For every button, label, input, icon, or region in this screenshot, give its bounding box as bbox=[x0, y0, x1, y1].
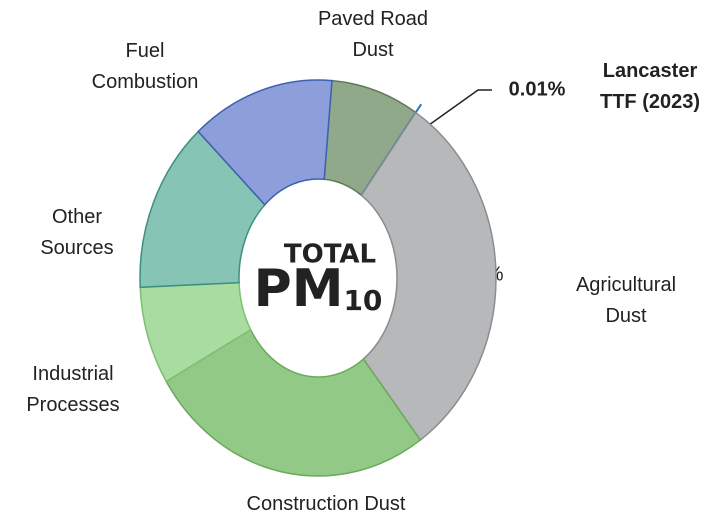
label-line: Combustion bbox=[92, 71, 199, 93]
label-line: Paved Road bbox=[318, 8, 428, 30]
slice bbox=[360, 111, 497, 442]
label-line: TTF (2023) bbox=[600, 91, 700, 113]
label-line: Agricultural bbox=[576, 274, 676, 296]
slice bbox=[165, 328, 422, 477]
center-pm-sub: 10 bbox=[343, 284, 382, 317]
label-line: Construction Dust bbox=[247, 493, 406, 515]
label-line: Processes bbox=[26, 394, 119, 416]
label-line: Dust bbox=[352, 39, 394, 61]
category-label: Construction Dust bbox=[247, 493, 406, 515]
label-line: Sources bbox=[40, 237, 113, 259]
category-label: Agricultural Dust bbox=[576, 274, 676, 327]
label-line: Industrial bbox=[32, 363, 113, 385]
category-label: Fuel Combustion bbox=[92, 40, 199, 93]
category-label: Lancaster TTF (2023) bbox=[600, 60, 700, 113]
category-label: Other Sources bbox=[40, 206, 113, 259]
center-title: TOTAL bbox=[284, 240, 376, 270]
center-pm-main: PM bbox=[254, 259, 344, 319]
slices bbox=[139, 79, 497, 477]
label-line: Other bbox=[52, 206, 102, 228]
label-line: Dust bbox=[605, 305, 647, 327]
category-label: Industrial Processes bbox=[26, 363, 119, 416]
label-line: Fuel bbox=[126, 40, 165, 62]
slice bbox=[197, 79, 333, 206]
category-label: Paved Road Dust bbox=[318, 8, 428, 61]
center-pm: PM10 bbox=[254, 259, 383, 319]
value-label: 0.01% bbox=[509, 78, 566, 100]
label-line: Lancaster bbox=[603, 60, 698, 82]
